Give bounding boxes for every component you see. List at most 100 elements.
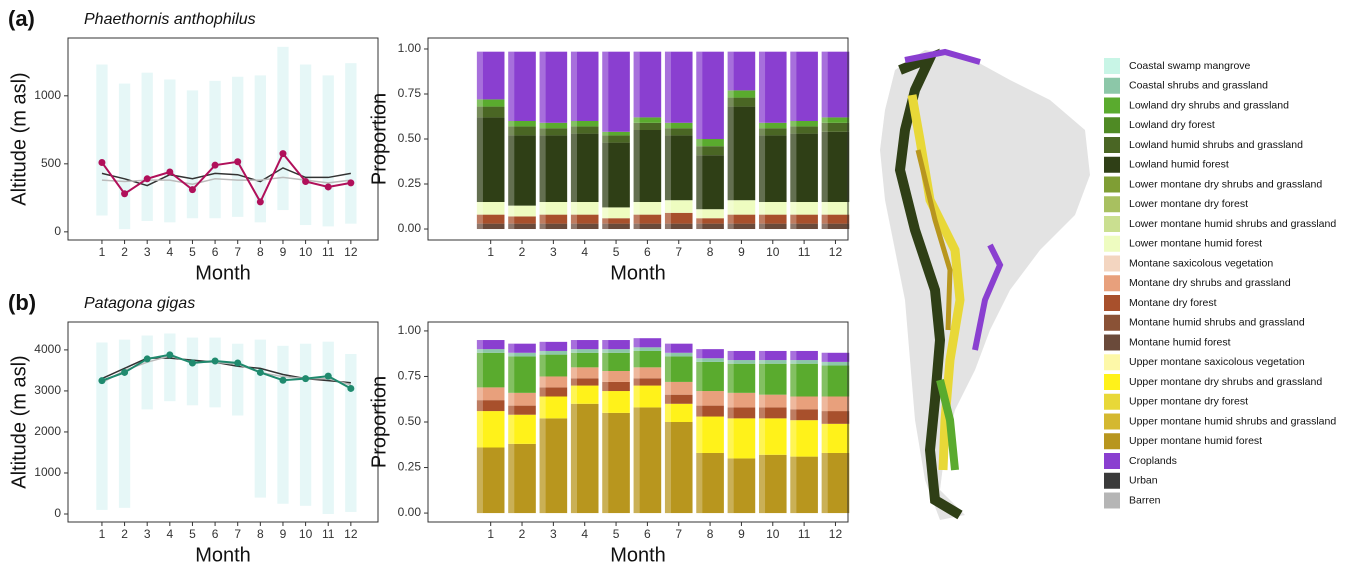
x-tick-label: 3 (144, 527, 151, 541)
y-tick-label: 1000 (34, 88, 61, 102)
bar-segment (476, 352, 505, 388)
bar-segment (664, 223, 693, 230)
range-bar (299, 64, 312, 226)
range-bar (322, 75, 334, 227)
bar-segment (508, 405, 536, 415)
bar-segment (508, 120, 536, 127)
legend-swatch (1104, 275, 1120, 292)
x-tick-label: 5 (613, 245, 620, 259)
legend-label: Barren (1129, 494, 1161, 506)
y-tick-label: 0.50 (398, 131, 422, 145)
x-axis-title: Month (610, 544, 666, 566)
point (143, 355, 151, 363)
bar-shade (570, 340, 577, 514)
bar-segment (790, 202, 818, 215)
legend-swatch (1104, 156, 1120, 173)
bar-segment (633, 51, 662, 118)
legend-label: Montane dry shrubs and grassland (1129, 277, 1291, 289)
x-tick-label: 9 (738, 527, 745, 541)
bar-shade (758, 51, 766, 230)
x-tick-label: 6 (212, 245, 219, 259)
point (143, 175, 151, 183)
point (302, 375, 310, 383)
x-tick-label: 7 (234, 527, 241, 541)
bar-segment (758, 394, 787, 408)
x-tick-label: 5 (189, 245, 196, 259)
range-bar (164, 79, 176, 223)
bar-segment (696, 51, 724, 139)
bar-shade (508, 51, 515, 230)
bar-segment (633, 350, 662, 368)
legend-label: Upper montane dry shrubs and grassland (1129, 376, 1322, 388)
x-tick-label: 2 (121, 245, 128, 259)
y-tick-label: 1.00 (398, 41, 422, 55)
x-tick-label: 9 (738, 245, 745, 259)
bar-segment (602, 340, 630, 350)
legend-swatch (1104, 235, 1120, 252)
bar-segment (821, 411, 850, 424)
legend-label: Lower montane humid forest (1129, 238, 1262, 250)
bar-segment (821, 51, 850, 118)
bar-shade (539, 51, 546, 230)
bar-segment (664, 422, 693, 514)
x-tick-label: 4 (166, 245, 173, 259)
point (279, 150, 287, 158)
bar-segment (539, 387, 568, 397)
x-tick-label: 6 (212, 527, 219, 541)
bar-shade (476, 340, 483, 514)
bar-segment (727, 90, 756, 98)
bar-segment (508, 205, 536, 217)
bar-segment (602, 218, 630, 224)
bar-segment (633, 202, 662, 215)
bar-segment (508, 356, 536, 393)
bar-segment (539, 122, 568, 129)
bar-segment (570, 133, 599, 203)
bar-segment (696, 405, 724, 417)
bar-segment (570, 126, 599, 134)
legend-label: Montane dry forest (1129, 297, 1217, 309)
bar-segment (476, 106, 505, 118)
bar-segment (664, 381, 693, 395)
point (188, 186, 196, 194)
bar-segment (821, 423, 850, 453)
range-bar (118, 339, 131, 508)
bar-segment (727, 200, 756, 215)
dry-shrubs-south (936, 379, 959, 471)
bar-segment (758, 418, 787, 455)
bar-segment (539, 51, 568, 123)
x-tick-label: 8 (257, 245, 264, 259)
legend-swatch (1104, 176, 1120, 193)
bar-segment (570, 367, 599, 379)
bar-segment (664, 394, 693, 404)
bar-segment (821, 214, 850, 224)
bar-segment (758, 202, 787, 215)
range-bar (164, 333, 176, 402)
bar-segment (790, 51, 818, 121)
x-tick-label: 6 (644, 245, 651, 259)
legend-label: Croplands (1129, 455, 1177, 467)
bar-segment (539, 202, 568, 215)
chart: 0.000.250.500.751.001 2 3 4 5 6 7 8 9 10 11 12Month… (368, 37, 850, 284)
y-tick-label: 0 (54, 224, 61, 238)
panel-tag: (a) (8, 6, 35, 31)
bar-shade (696, 51, 703, 230)
bar-segment (476, 223, 505, 230)
bar-segment (508, 414, 536, 444)
legend-label: Lowland dry shrubs and grassland (1129, 99, 1289, 111)
bar-segment (821, 396, 850, 412)
bar-shade (821, 352, 828, 514)
range-bar (277, 345, 289, 504)
bar-segment (476, 349, 505, 353)
bar-segment (633, 129, 662, 203)
bar-segment (727, 350, 756, 361)
bar-segment (696, 209, 724, 219)
y-tick-label: 0.75 (398, 369, 422, 383)
bar-segment (602, 135, 630, 143)
bar-segment (633, 385, 662, 408)
bar-segment (508, 223, 536, 230)
bar-segment (570, 349, 599, 353)
bar-segment (476, 99, 505, 107)
bar-shade (727, 350, 734, 514)
range-bar (345, 354, 357, 512)
bar-segment (476, 51, 505, 100)
